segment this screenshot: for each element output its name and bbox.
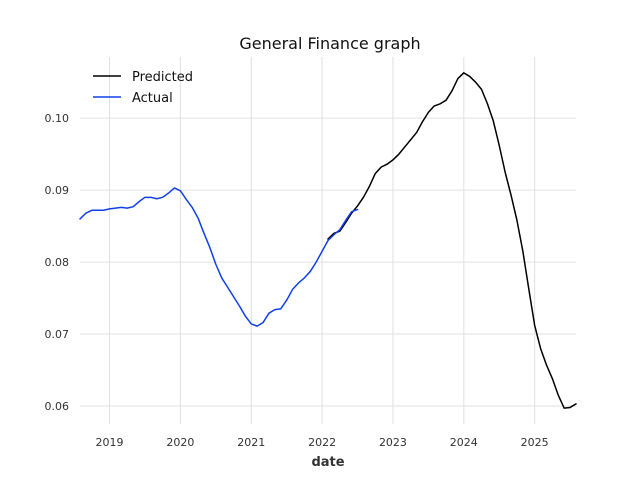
legend-label-actual: Actual — [132, 91, 173, 106]
legend-label-predicted: Predicted — [132, 70, 193, 85]
y-tick-label-0.08: 0.08 — [45, 256, 70, 269]
y-tick-label-0.10: 0.10 — [45, 112, 70, 125]
y-tick-label-0.07: 0.07 — [45, 328, 70, 341]
series-line-actual — [79, 187, 359, 327]
tick-layer: 2019 2020 2021 2022 2023 2024 2025 0.06 0.07 0.08… — [45, 112, 549, 449]
x-tick-label-2019: 2019 — [96, 436, 124, 449]
x-tick-label-2023: 2023 — [379, 436, 407, 449]
series-layer — [79, 72, 577, 409]
y-tick-label-0.06: 0.06 — [45, 400, 70, 413]
x-tick-label-2020: 2020 — [166, 436, 194, 449]
series-line-predicted — [327, 72, 577, 409]
x-tick-label-2024: 2024 — [450, 436, 478, 449]
y-tick-label-0.09: 0.09 — [45, 184, 70, 197]
grid-layer — [80, 57, 576, 424]
x-tick-label-2022: 2022 — [308, 436, 336, 449]
x-tick-label-2025: 2025 — [521, 436, 549, 449]
x-tick-label-2021: 2021 — [237, 436, 265, 449]
legend: Predicted Actual — [93, 70, 193, 106]
chart-title: General Finance graph — [239, 34, 420, 53]
x-axis-label: date — [311, 455, 344, 470]
